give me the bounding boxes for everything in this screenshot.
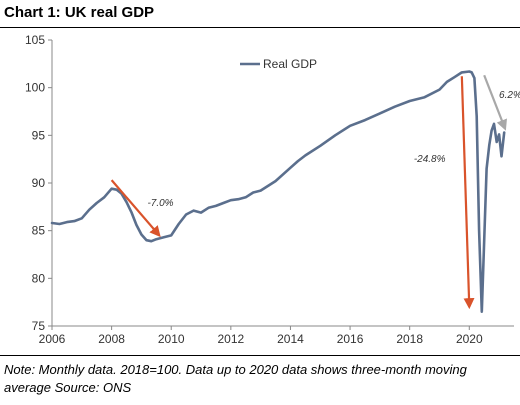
y-tick-label: 75 <box>32 319 46 333</box>
plot-area: 75 80 85 90 95 100 105 2006 2008 2010 2012 2014 2016… <box>25 33 520 346</box>
annotation-arrow <box>483 74 507 131</box>
x-tick-label: 2018 <box>396 332 423 346</box>
chart-note: Note: Monthly data. 2018=100. Data up to… <box>4 362 467 395</box>
chart-title: Chart 1: UK real GDP <box>4 4 155 21</box>
legend-label-real-gdp: Real GDP <box>263 57 317 71</box>
x-tick-label: 2008 <box>98 332 125 346</box>
annotation-arrow <box>110 179 161 238</box>
top-rule <box>0 27 520 28</box>
series-line-real-gdp <box>50 70 506 314</box>
x-tick-label: 2010 <box>158 332 185 346</box>
annotation-label: 6.2% <box>499 90 520 101</box>
x-tick-label: 2014 <box>277 332 304 346</box>
x-tick-label: 2016 <box>337 332 364 346</box>
bottom-rule <box>0 355 520 356</box>
y-tick-label: 100 <box>25 81 45 95</box>
x-tick-label: 2020 <box>456 332 483 346</box>
annotation-arrow <box>460 76 475 310</box>
x-tick-label: 2006 <box>39 332 66 346</box>
y-tick-label: 90 <box>32 176 46 190</box>
y-tick-label: 105 <box>25 33 45 47</box>
y-tick-label: 80 <box>32 271 46 285</box>
annotation-label: -7.0% <box>147 198 173 209</box>
annotation-label: -24.8% <box>414 154 446 165</box>
line-chart: 75 80 85 90 95 100 105 2006 2008 2010 2012 2014 2016… <box>25 33 520 346</box>
y-tick-label: 95 <box>32 128 46 142</box>
x-tick-label: 2012 <box>217 332 244 346</box>
y-tick-label: 85 <box>32 224 46 238</box>
